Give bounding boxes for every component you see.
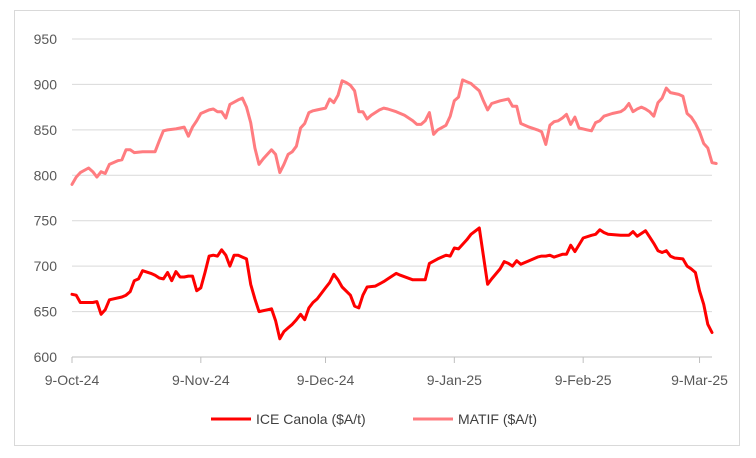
series-line-matif — [70, 78, 718, 186]
gridlines — [72, 38, 712, 313]
y-tick-label: 950 — [34, 31, 58, 47]
x-tick-label: 9-Feb-25 — [555, 372, 612, 388]
series-line-ice — [70, 226, 714, 341]
x-axis-ticks: 9-Oct-24 9-Nov-24 9-Dec-24 9-Jan-25 9-Feb-25… — [45, 357, 728, 388]
y-tick-label: 800 — [34, 167, 58, 183]
chart-frame — [14, 10, 740, 446]
y-axis-ticks: 600 650 700 750 800 850 900 950 — [34, 31, 58, 365]
legend: ICE Canola ($A/t) MATIF ($A/t) — [211, 411, 537, 427]
y-tick-label: 900 — [34, 76, 58, 92]
y-tick-label: 600 — [34, 349, 58, 365]
legend-label: ICE Canola ($A/t) — [256, 411, 366, 427]
y-tick-label: 750 — [34, 213, 58, 229]
x-tick-label: 9-Nov-24 — [172, 372, 230, 388]
x-tick-label: 9-Oct-24 — [45, 372, 100, 388]
series-lines — [70, 78, 718, 341]
x-tick-label: 9-Dec-24 — [297, 372, 355, 388]
y-tick-label: 700 — [34, 258, 58, 274]
y-tick-label: 850 — [34, 122, 58, 138]
x-tick-label: 9-Jan-25 — [427, 372, 482, 388]
legend-label: MATIF ($A/t) — [458, 411, 537, 427]
x-tick-label: 9-Mar-25 — [671, 372, 728, 388]
y-tick-label: 650 — [34, 304, 58, 320]
